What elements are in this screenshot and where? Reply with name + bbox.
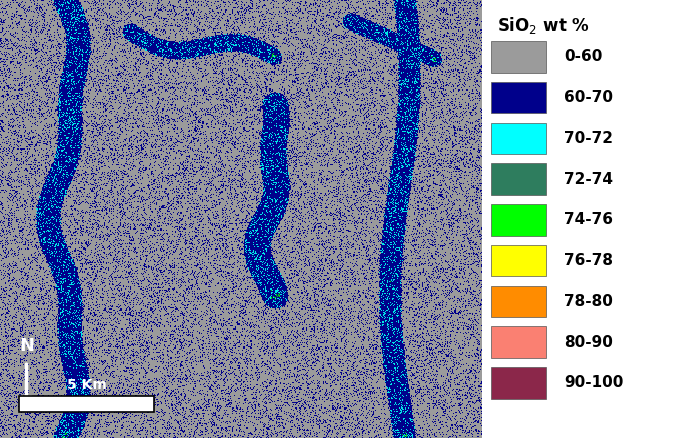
Text: 72-74: 72-74	[564, 172, 613, 187]
Bar	[491, 82, 546, 113]
Bar	[491, 245, 546, 276]
Text: 80-90: 80-90	[564, 335, 613, 350]
Text: 5 Km: 5 Km	[66, 378, 106, 392]
Text: 60-70: 60-70	[564, 90, 613, 105]
Bar	[491, 286, 546, 317]
Bar	[491, 41, 546, 73]
Text: SiO$_2$ wt %: SiO$_2$ wt %	[497, 15, 590, 36]
Text: N: N	[19, 337, 34, 355]
Bar	[491, 367, 546, 399]
Text: 70-72: 70-72	[564, 131, 613, 146]
Text: 0-60: 0-60	[564, 49, 602, 64]
FancyBboxPatch shape	[19, 396, 154, 412]
Text: 78-80: 78-80	[564, 294, 613, 309]
Text: 74-76: 74-76	[564, 212, 613, 227]
Bar	[491, 204, 546, 236]
Text: 76-78: 76-78	[564, 253, 613, 268]
Bar	[491, 163, 546, 195]
Bar	[491, 123, 546, 154]
Bar	[491, 326, 546, 358]
Text: 90-100: 90-100	[564, 375, 623, 390]
